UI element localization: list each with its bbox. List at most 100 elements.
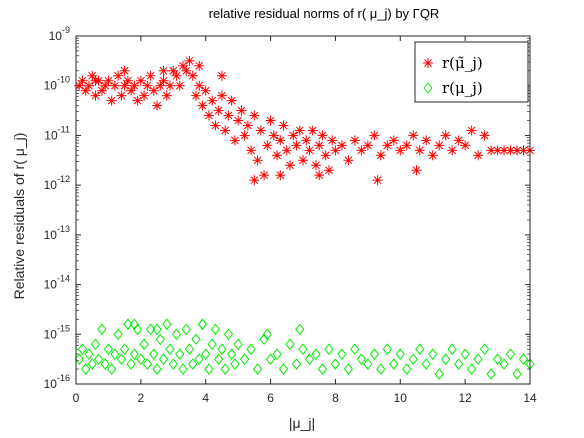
data-point-asterisk (375, 150, 386, 161)
data-point-asterisk (135, 75, 146, 86)
data-point-asterisk (411, 165, 422, 176)
data-point-asterisk (281, 145, 292, 156)
x-tick-label: 10 (394, 391, 408, 405)
data-point-asterisk (246, 145, 257, 156)
data-point-asterisk (275, 135, 286, 146)
data-point-diamond (204, 363, 214, 375)
data-point-asterisk (194, 60, 205, 71)
data-point-asterisk (229, 135, 240, 146)
y-tick-label: 10-9 (49, 25, 70, 43)
data-point-diamond (233, 338, 243, 351)
data-point-diamond (139, 338, 149, 351)
data-point-diamond (81, 363, 91, 375)
data-point-asterisk (165, 80, 176, 91)
data-point-asterisk (427, 150, 438, 161)
data-point-asterisk (207, 95, 218, 106)
data-point-asterisk (200, 85, 211, 96)
data-point-diamond (175, 348, 185, 360)
data-point-diamond (84, 348, 94, 360)
data-point-asterisk (132, 95, 143, 106)
data-point-diamond (311, 348, 321, 360)
data-point-diamond (126, 358, 136, 370)
data-point-diamond (259, 333, 269, 346)
y-tick-label: 10-13 (44, 224, 70, 242)
data-point-asterisk (116, 90, 127, 101)
data-point-asterisk (262, 140, 273, 151)
data-point-asterisk (278, 120, 289, 131)
data-point-diamond (272, 348, 282, 360)
data-point-diamond (382, 343, 392, 356)
data-point-asterisk (369, 130, 380, 141)
data-point-asterisk (421, 135, 432, 146)
data-point-diamond (324, 343, 334, 356)
data-point-diamond (217, 343, 227, 356)
data-point-diamond (210, 323, 221, 336)
data-point-diamond (304, 353, 315, 365)
data-point-asterisk (239, 130, 250, 141)
data-point-asterisk (330, 145, 341, 156)
data-point-diamond (278, 363, 289, 375)
y-tick-labels: 10-16 10-15 10-14 10-13 10-12 10-11 10-10 10-9 (44, 25, 70, 391)
data-point-asterisk (142, 80, 153, 91)
data-point-asterisk (336, 140, 347, 151)
data-point-diamond (479, 343, 490, 356)
data-point-diamond (214, 353, 224, 365)
data-point-asterisk (285, 160, 296, 171)
data-point-diamond (181, 323, 191, 336)
data-point-asterisk (323, 165, 334, 176)
data-point-diamond (223, 328, 234, 341)
data-point-asterisk (268, 130, 279, 141)
data-point-diamond (265, 353, 276, 365)
series-tilde (74, 55, 535, 186)
data-point-asterisk (171, 70, 182, 81)
data-point-diamond (74, 353, 84, 365)
data-point-diamond (94, 353, 104, 365)
x-tick-label: 4 (202, 391, 209, 405)
x-tick-labels: 0 2 4 6 8 10 12 14 (73, 391, 537, 405)
data-point-diamond (369, 348, 379, 360)
data-point-diamond (428, 348, 438, 360)
data-point-asterisk (145, 70, 156, 81)
data-point-diamond (246, 343, 256, 356)
data-point-asterisk (307, 125, 318, 136)
data-point-asterisk (236, 105, 247, 116)
data-point-diamond (285, 338, 295, 351)
data-point-asterisk (158, 65, 169, 76)
data-point-diamond (505, 348, 516, 360)
data-point-diamond (201, 348, 211, 360)
data-point-diamond (136, 353, 146, 365)
data-point-diamond (230, 358, 240, 370)
data-point-asterisk (294, 125, 305, 136)
data-point-asterisk (187, 70, 198, 81)
data-point-diamond (194, 353, 204, 365)
data-point-asterisk (327, 135, 338, 146)
legend-asterisk-glyph (423, 58, 433, 68)
data-point-asterisk (181, 65, 192, 76)
data-point-asterisk (122, 75, 133, 86)
data-point-asterisk (220, 125, 231, 136)
data-point-asterisk (314, 170, 325, 181)
data-point-diamond (184, 343, 195, 356)
data-point-asterisk (83, 80, 94, 91)
data-point-diamond (291, 358, 302, 370)
data-point-asterisk (113, 70, 124, 81)
data-point-diamond (518, 353, 529, 365)
data-point-asterisk (388, 135, 399, 146)
data-point-diamond (421, 358, 431, 370)
series-plain (74, 318, 535, 380)
data-point-asterisk (119, 65, 130, 76)
data-point-diamond (191, 333, 201, 346)
data-point-diamond (317, 363, 328, 375)
legend: r(μ̃_j) r(μ_j) (414, 41, 529, 103)
data-point-diamond (129, 348, 140, 360)
data-point-asterisk (265, 115, 276, 126)
data-point-asterisk (453, 135, 464, 146)
data-point-diamond (113, 328, 123, 341)
data-point-diamond (499, 358, 509, 370)
legend-label-tilde: r(μ̃_j) (442, 54, 483, 72)
data-point-diamond (466, 363, 477, 375)
x-tick-label: 8 (332, 391, 339, 405)
data-point-diamond (486, 368, 496, 380)
data-point-diamond (162, 318, 172, 331)
data-point-diamond (155, 333, 165, 346)
